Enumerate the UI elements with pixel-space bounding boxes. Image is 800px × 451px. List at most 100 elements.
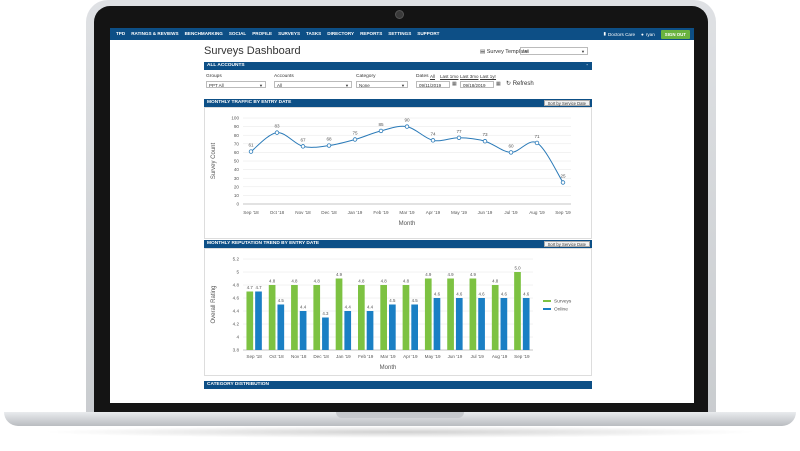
data-label: 83 — [274, 124, 280, 129]
accounts-panel-header[interactable]: ALL ACCOUNTS - — [204, 62, 592, 70]
y-tick-label: 30 — [234, 176, 240, 181]
y-tick-label: 90 — [234, 124, 240, 129]
x-tick-label: Jan '19 — [348, 210, 363, 215]
data-label: 73 — [482, 132, 488, 137]
top-nav: TPD RATINGS & REVIEWS BENCHMARKING SOCIAL PR… — [110, 28, 694, 40]
x-tick-label: Jan '19 — [336, 354, 351, 359]
screen: TPD RATINGS & REVIEWS BENCHMARKING SOCIAL PR… — [110, 28, 694, 403]
y-axis-label: Survey Count — [211, 142, 217, 179]
x-tick-label: Feb '19 — [373, 210, 389, 215]
sort-service-date-button[interactable]: Sort by Service Date — [543, 241, 590, 247]
bar-surveys — [335, 278, 343, 350]
date-link-1mo[interactable]: Last 1mo — [440, 74, 459, 79]
x-tick-label: Sep '18 — [243, 210, 259, 215]
data-point — [248, 149, 254, 154]
data-point — [326, 143, 332, 148]
y-tick-label: 40 — [234, 167, 240, 172]
x-tick-label: Oct '18 — [269, 354, 284, 359]
date-to-input[interactable]: 09/18/2019 — [460, 81, 494, 88]
data-label: 85 — [378, 122, 384, 127]
x-tick-label: Apr '19 — [426, 210, 441, 215]
bar-online — [522, 298, 530, 350]
nav-item-social[interactable]: SOCIAL — [228, 31, 247, 36]
y-tick-label: 4.4 — [233, 309, 240, 314]
template-select[interactable]: All ▼ — [520, 47, 588, 55]
bar-online — [389, 304, 396, 350]
nav-item-benchmarking[interactable]: BENCHMARKING — [184, 31, 223, 36]
y-tick-label: 50 — [234, 159, 240, 164]
x-tick-label: Nov '18 — [291, 354, 307, 359]
chevron-down-icon: ▼ — [345, 83, 349, 88]
data-label: 4.9 — [425, 272, 432, 277]
y-tick-label: 5.2 — [233, 257, 240, 262]
calendar-icon[interactable]: ▦ — [496, 81, 501, 87]
bar-online — [433, 298, 441, 350]
legend-label: Surveys — [554, 299, 572, 305]
date-link-1yr[interactable]: Last 1yr — [480, 74, 497, 79]
data-label: 4.8 — [381, 279, 388, 284]
x-tick-label: Oct '18 — [270, 210, 285, 215]
data-label: 75 — [352, 131, 358, 136]
collapse-icon[interactable]: - — [586, 63, 588, 68]
chevron-down-icon: ▼ — [259, 83, 263, 88]
y-tick-label: 80 — [234, 133, 240, 138]
nav-item-profile[interactable]: PROFILE — [252, 31, 273, 36]
date-link-all[interactable]: All — [430, 74, 436, 79]
date-link-3mo[interactable]: Last 3mo — [460, 74, 479, 79]
data-label: 4.8 — [403, 279, 410, 284]
x-tick-label: Nov '18 — [295, 210, 311, 215]
nav-item-directory[interactable]: DIRECTORY — [327, 31, 355, 36]
nav-item-support[interactable]: SUPPORT — [417, 31, 440, 36]
bar-surveys — [424, 278, 432, 350]
laptop-shadow — [40, 426, 760, 438]
bar-online — [478, 298, 485, 350]
data-label: 4.5 — [412, 298, 419, 303]
bar-online — [455, 298, 463, 350]
x-tick-label: Sep '18 — [246, 354, 262, 359]
category-select[interactable]: None ▼ — [356, 81, 408, 88]
bar-surveys — [313, 285, 321, 350]
user-icon: ● — [641, 31, 644, 37]
bar-online — [255, 291, 262, 350]
org-name[interactable]: Doctors Care — [607, 31, 636, 37]
x-tick-label: May '19 — [425, 354, 441, 359]
groups-label: Groups — [206, 74, 222, 79]
y-tick-label: 4.2 — [233, 322, 240, 327]
data-label: 4.9 — [448, 272, 455, 277]
data-point — [482, 139, 488, 144]
building-icon: ▮ — [603, 31, 606, 36]
page-title: Surveys Dashboard — [204, 45, 301, 57]
nav-right: ▮ Doctors Care ● ryan SIGN OUT — [597, 28, 690, 40]
dates-label: Dates — [416, 74, 429, 79]
y-tick-label: 5 — [236, 270, 239, 275]
data-point — [300, 144, 306, 149]
calendar-icon[interactable]: ▦ — [452, 81, 457, 87]
data-point — [534, 140, 540, 146]
data-point — [560, 180, 566, 185]
category-panel-header: CATEGORY DISTRIBUTION — [204, 381, 592, 389]
date-from-input[interactable]: 09/11/2019 — [416, 81, 450, 88]
nav-item-tasks[interactable]: TASKS — [306, 31, 322, 36]
nav-item-reports[interactable]: REPORTS — [360, 31, 383, 36]
signout-button[interactable]: SIGN OUT — [660, 29, 690, 39]
data-label: 4.8 — [492, 279, 499, 284]
data-point — [456, 135, 462, 140]
data-point — [378, 128, 384, 134]
data-label: 4.8 — [314, 279, 321, 284]
groups-select[interactable]: PPT All ▼ — [206, 81, 266, 88]
data-label: 90 — [404, 118, 410, 123]
data-label: 5.0 — [514, 266, 521, 271]
sort-service-date-button[interactable]: Sort by Service Date — [543, 100, 590, 106]
accounts-select[interactable]: All ▼ — [274, 81, 352, 88]
nav-item-tpd[interactable]: TPD — [116, 31, 126, 36]
nav-item-settings[interactable]: SETTINGS — [388, 31, 412, 36]
user-name[interactable]: ryan — [645, 31, 655, 37]
data-label: 4.6 — [456, 292, 463, 297]
nav-item-surveys[interactable]: SURVEYS — [278, 31, 301, 36]
bar-surveys — [358, 285, 365, 350]
data-label: 4.4 — [300, 305, 307, 310]
nav-item-ratings-reviews[interactable]: RATINGS & REVIEWS — [131, 31, 179, 36]
bar-surveys — [514, 272, 521, 350]
refresh-button[interactable]: ↻ Refresh — [506, 81, 534, 87]
accounts-label: Accounts — [274, 74, 294, 79]
